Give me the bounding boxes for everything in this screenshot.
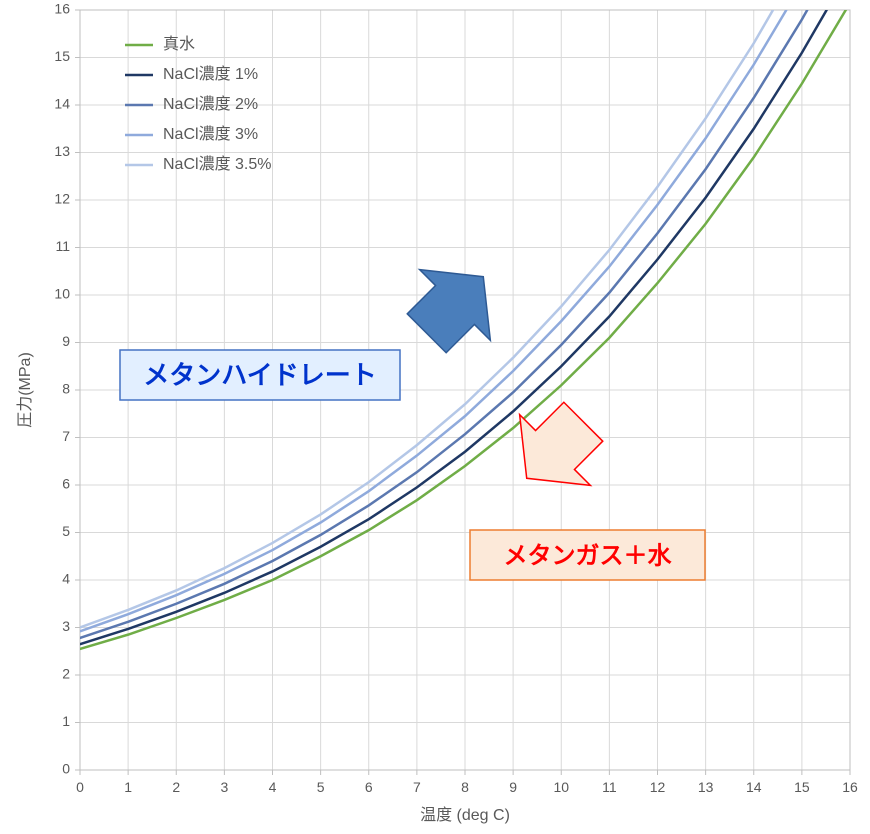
y-tick-label: 0 xyxy=(62,761,70,777)
y-tick-label: 11 xyxy=(55,238,70,254)
x-tick-label: 10 xyxy=(553,779,569,795)
y-tick-label: 15 xyxy=(54,48,70,64)
y-tick-label: 5 xyxy=(62,523,70,539)
y-tick-label: 6 xyxy=(62,476,70,492)
x-tick-label: 13 xyxy=(698,779,714,795)
x-tick-label: 7 xyxy=(413,779,421,795)
x-tick-label: 2 xyxy=(172,779,180,795)
x-tick-label: 5 xyxy=(317,779,325,795)
y-tick-label: 3 xyxy=(62,618,70,634)
x-tick-label: 15 xyxy=(794,779,810,795)
x-axis-title: 温度 (deg C) xyxy=(420,806,510,824)
x-tick-label: 3 xyxy=(220,779,228,795)
y-tick-label: 8 xyxy=(62,381,70,397)
gas-label: メタンガス＋水 xyxy=(504,542,673,569)
y-axis-title: 圧力(MPa) xyxy=(16,352,34,428)
x-tick-label: 16 xyxy=(842,779,858,795)
y-tick-label: 10 xyxy=(54,286,70,302)
x-tick-label: 9 xyxy=(509,779,517,795)
x-tick-label: 6 xyxy=(365,779,373,795)
hydrate-label: メタンハイドレート xyxy=(143,360,376,390)
chart-container: 0123456789101112131415160123456789101112… xyxy=(0,0,870,834)
y-tick-label: 1 xyxy=(62,713,70,729)
legend-label: 真水 xyxy=(163,35,195,53)
x-tick-label: 8 xyxy=(461,779,469,795)
y-tick-label: 7 xyxy=(62,428,70,444)
legend-label: NaCl濃度 3.5% xyxy=(163,155,271,173)
x-tick-label: 1 xyxy=(124,779,132,795)
x-tick-label: 4 xyxy=(269,779,277,795)
y-tick-label: 4 xyxy=(62,571,70,587)
legend-label: NaCl濃度 2% xyxy=(163,95,258,113)
x-tick-label: 11 xyxy=(602,779,617,795)
y-tick-label: 12 xyxy=(54,191,70,207)
y-tick-label: 14 xyxy=(54,96,70,112)
phase-diagram-chart: 0123456789101112131415160123456789101112… xyxy=(0,0,870,834)
y-tick-label: 2 xyxy=(62,666,70,682)
y-tick-label: 16 xyxy=(54,1,70,17)
y-tick-label: 13 xyxy=(54,143,70,159)
y-tick-label: 9 xyxy=(62,333,70,349)
x-tick-label: 12 xyxy=(650,779,666,795)
legend-label: NaCl濃度 3% xyxy=(163,125,258,143)
x-tick-label: 14 xyxy=(746,779,762,795)
x-tick-label: 0 xyxy=(76,779,84,795)
legend-label: NaCl濃度 1% xyxy=(163,65,258,83)
